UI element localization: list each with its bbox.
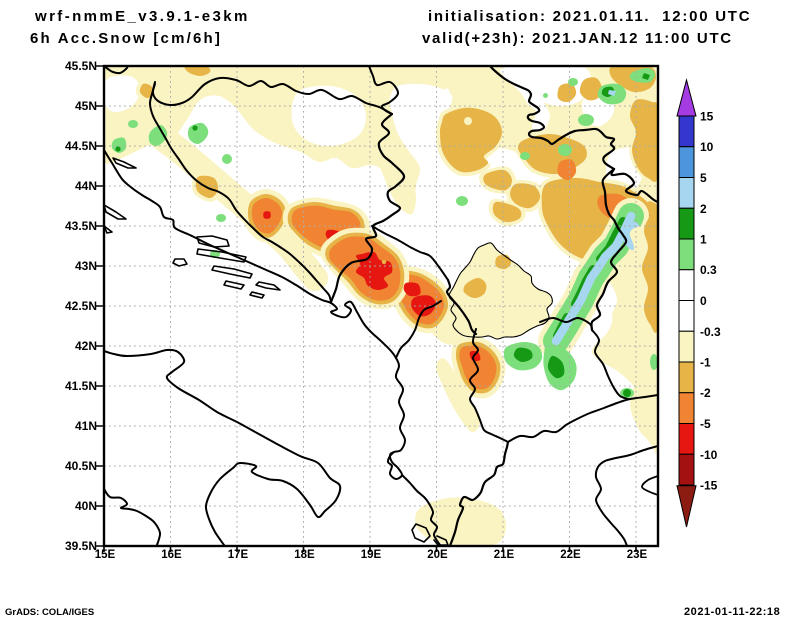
svg-text:GrADS: COLA/IGES: GrADS: COLA/IGES	[5, 607, 94, 618]
svg-text:initialisation: 2021.01.11. 1: initialisation: 2021.01.11. 12:00 UTC	[428, 8, 751, 25]
svg-text:40N: 40N	[75, 499, 97, 513]
svg-text:5: 5	[700, 171, 707, 185]
svg-text:valid(+23h): 2021.JAN.12 11:00: valid(+23h): 2021.JAN.12 11:00 UTC	[422, 30, 733, 47]
svg-text:16E: 16E	[161, 549, 182, 561]
svg-text:15E: 15E	[95, 549, 116, 561]
svg-text:15: 15	[700, 110, 714, 124]
svg-text:45.5N: 45.5N	[65, 59, 97, 73]
svg-text:6h Acc.Snow [cm/6h]: 6h Acc.Snow [cm/6h]	[30, 30, 222, 47]
svg-text:20E: 20E	[427, 549, 448, 561]
svg-text:-15: -15	[700, 479, 718, 493]
svg-text:0.3: 0.3	[700, 263, 717, 277]
svg-text:41.5N: 41.5N	[65, 379, 97, 393]
svg-text:42N: 42N	[75, 339, 97, 353]
svg-text:0: 0	[700, 294, 707, 308]
svg-text:-1: -1	[700, 356, 711, 370]
svg-text:23E: 23E	[627, 549, 648, 561]
svg-text:2: 2	[700, 202, 707, 216]
svg-text:-5: -5	[700, 417, 711, 431]
svg-text:42.5N: 42.5N	[65, 299, 97, 313]
svg-text:2021-01-11-22:18: 2021-01-11-22:18	[684, 606, 780, 618]
svg-text:10: 10	[700, 140, 714, 154]
svg-text:-0.3: -0.3	[700, 325, 721, 339]
svg-text:-10: -10	[700, 448, 718, 462]
svg-text:41N: 41N	[75, 419, 97, 433]
svg-text:44.5N: 44.5N	[65, 139, 97, 153]
svg-text:44N: 44N	[75, 179, 97, 193]
svg-text:18E: 18E	[294, 549, 315, 561]
svg-text:1: 1	[700, 233, 707, 247]
svg-text:-2: -2	[700, 386, 711, 400]
svg-text:45N: 45N	[75, 99, 97, 113]
svg-text:43N: 43N	[75, 259, 97, 273]
svg-text:39.5N: 39.5N	[65, 539, 97, 553]
svg-text:43.5N: 43.5N	[65, 219, 97, 233]
svg-text:22E: 22E	[560, 549, 581, 561]
svg-text:40.5N: 40.5N	[65, 459, 97, 473]
svg-text:19E: 19E	[361, 549, 382, 561]
svg-text:wrf-nmmE_v3.9.1-e3km: wrf-nmmE_v3.9.1-e3km	[34, 8, 250, 25]
svg-text:21E: 21E	[494, 549, 515, 561]
svg-text:17E: 17E	[228, 549, 249, 561]
